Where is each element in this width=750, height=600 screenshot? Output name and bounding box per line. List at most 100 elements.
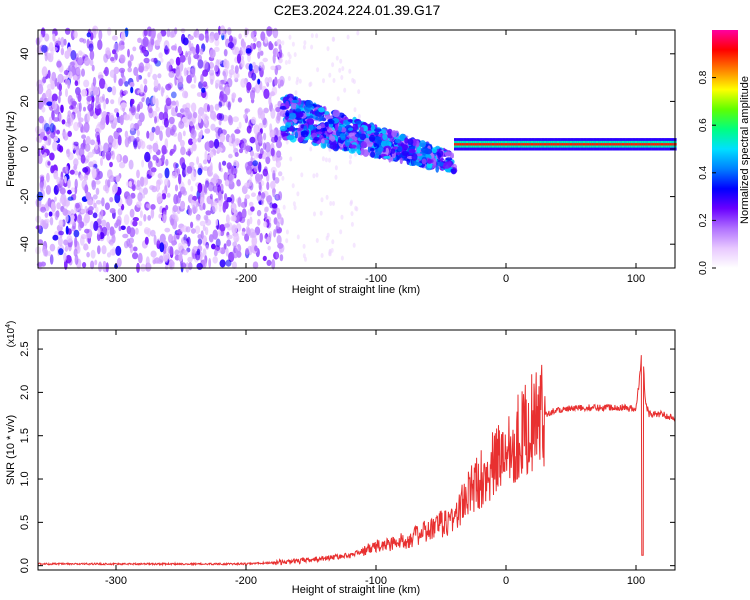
spectrogram-cell [205,244,209,250]
spectrogram-cell [118,226,122,232]
spectrogram-cell [254,173,261,182]
spectrogram-cell [74,236,78,248]
spectrogram-cell [675,143,677,146]
spectrogram-cell [230,64,235,70]
spectrogram-cell [181,116,188,124]
spectrogram-cell [65,121,71,127]
spectrogram-cell [334,124,339,132]
spectrogram-cell [205,210,212,216]
spectrogram-cell [214,79,221,86]
spectrogram-cell [137,119,143,127]
spectrogram-cell [226,234,233,240]
spectrogram-cell [137,103,141,112]
spectrogram-cell [556,143,559,146]
spectrogram-cell [124,81,129,87]
spectrogram-cell [357,89,361,95]
spectrogram-cell [455,143,457,146]
spectrogram-cell [561,143,564,146]
spectrogram-cell [113,66,120,75]
spectrogram-cell [126,225,132,235]
snr-y-axis-label: SNR (10 * v/v) [5,415,17,485]
spectrogram-cell [421,147,429,154]
spectrogram-cell [80,208,86,214]
spectrogram-cell [220,183,224,192]
spectrogram-cell [234,152,239,157]
spectrogram-cell [39,182,44,192]
spectrogram-cell [545,143,547,146]
spectrogram-cell [202,60,209,70]
spectrogram-cell [106,235,111,243]
spectrogram-cell [138,66,144,73]
spectrogram-cell [339,133,346,139]
spectrogram-cell [332,109,340,118]
spectrogram-cell [97,103,101,114]
y-tick-label: 40 [19,48,31,60]
spectrogram-cell [347,118,353,123]
spectrogram-cell [129,123,135,132]
spectrogram-cell [643,143,646,146]
spectrogram-cell [383,155,391,159]
y-tick-label: 0.0 [19,558,31,573]
spectrogram-cell [196,248,201,256]
spectrogram-cell [78,57,83,65]
spectrogram-cell [526,143,529,146]
spectrogram-cell [208,234,214,243]
spectrogram-cell [335,55,339,61]
spectrogram-cell [190,129,197,139]
spectrogram-cell [328,72,332,78]
spectrogram-cell [195,214,201,222]
spectrogram-cell [295,80,299,86]
spectrogram-cell [136,129,140,137]
spectrogram-cell [164,178,170,187]
spectrogram-cell [465,143,468,146]
spectrogram-cell [192,195,198,202]
spectrogram-cell [139,83,144,95]
spectrogram-cell [76,91,81,99]
spectrogram-cell [192,137,198,144]
spectrogram-cell [259,50,264,56]
spectrogram-cell [63,69,69,76]
spectrogram-cell [88,199,93,206]
spectrogram-cell [610,143,612,146]
spectrogram-cell [397,145,403,152]
snr-panel: -300 -200 -100 0 100 0.0 0.5 1.0 1.5 2.0 2.5 Heig… [5,321,676,596]
spectrogram-y-ticks: -40 -20 0 20 40 [19,48,675,252]
spectrogram-cell [246,218,250,227]
spectrogram-cell [332,78,336,83]
spectrogram-cell [329,142,338,150]
snr-x-axis-label: Height of straight line (km) [292,584,420,596]
spectrogram-cell [146,130,150,139]
spectrogram-cell [574,143,577,146]
spectrogram-cell [50,130,56,139]
spectrogram-cell [274,177,280,184]
spectrogram-cell [604,143,607,146]
spectrogram-cell [281,40,285,46]
colorbar-ticks: 0.0 0.2 0.4 0.6 0.8 [698,70,716,275]
spectrogram-cell [158,213,162,219]
spectrogram-cell [103,142,110,154]
spectrogram-cell [293,205,297,211]
spectrogram-cell [232,141,236,150]
spectrogram-cell [205,32,209,43]
spectrogram-cell [171,212,178,220]
spectrogram-cell [615,143,617,146]
spectrogram-cell [69,169,75,175]
spectrogram-cell [79,52,86,57]
spectrogram-cell [374,128,382,133]
spectrogram-cell [206,154,211,161]
spectrogram-cell [157,34,161,40]
spectrogram-cell [285,110,290,117]
spectrogram-cell [96,232,101,242]
spectrogram-cell [110,56,115,62]
spectrogram-cell [303,40,307,46]
spectrogram-cell [138,220,143,226]
spectrogram-cell [421,158,427,165]
spectrogram-cell [228,35,233,43]
spectrogram-cell [85,245,89,250]
spectrogram-cell [95,123,102,134]
spectrogram-cell [207,181,215,192]
spectrogram-cell [332,36,336,42]
spectrogram-cell [237,197,242,208]
spectrogram-cell [46,172,50,183]
spectrogram-cell [201,87,206,93]
